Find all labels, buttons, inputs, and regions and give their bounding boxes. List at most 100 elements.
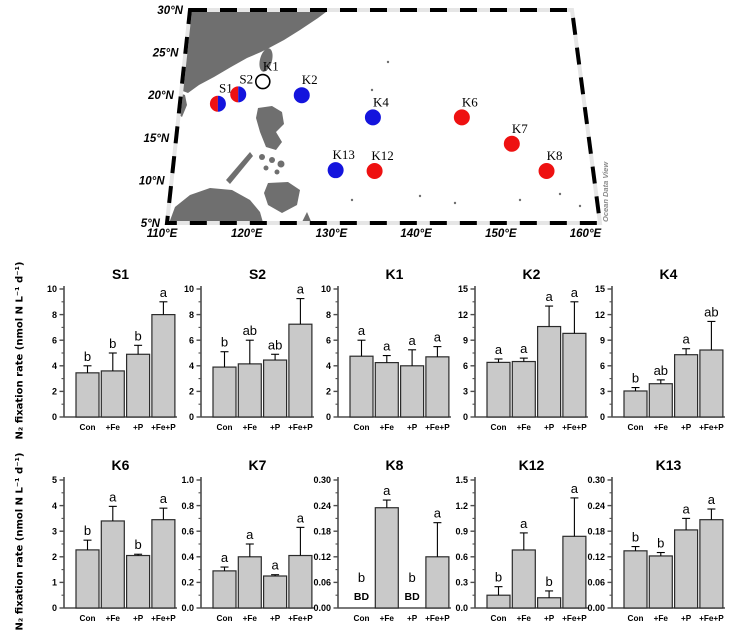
sig-letter: ab [268, 337, 282, 352]
bar-+P [125, 554, 151, 609]
bar-+Fe [511, 549, 536, 609]
x-category-label: Con [354, 614, 370, 623]
bar-+Fe [237, 556, 262, 609]
x-category-label: Con [217, 614, 233, 623]
chart-title: K1 [386, 266, 404, 282]
bar-+P [262, 575, 288, 609]
x-category-label: Con [491, 614, 507, 623]
x-category-label: +P [681, 423, 692, 432]
bar-Con [349, 355, 374, 418]
y-tick-label: 10 [47, 284, 57, 294]
chart-title: K7 [249, 457, 267, 473]
bar-+Fe+P [699, 519, 724, 609]
y-tick-label: 1.2 [455, 501, 468, 511]
sig-letter: a [520, 341, 528, 356]
chart-title: S1 [112, 266, 129, 282]
y-tick-label: 0.8 [181, 501, 194, 511]
chart-title: K8 [386, 457, 404, 473]
sig-letter: a [682, 332, 690, 347]
map-lon-label: 120°E [231, 228, 263, 240]
y-tick-label: 0 [189, 412, 194, 422]
station-dot-S2 [230, 86, 239, 103]
y-tick-label: 0.6 [181, 526, 194, 536]
bar-+Fe [648, 383, 673, 418]
bar-+Fe [374, 507, 399, 609]
map-lon-label: 160°E [570, 228, 602, 240]
chart-svg-S1: S1 0 2 4 6 8 10 b Con b +Fe b +P a +Fe+P [47, 266, 177, 432]
x-category-label: +Fe [106, 614, 121, 623]
sig-letter: b [495, 570, 502, 585]
y-tick-label: 0.4 [181, 552, 194, 562]
x-category-label: Con [354, 423, 370, 432]
y-tick-label: 8 [52, 310, 57, 320]
sig-letter: a [221, 550, 229, 565]
map-lon-label: 130°E [316, 228, 348, 240]
y-tick-label: 0 [52, 412, 57, 422]
chart-svg-K6: K6 0 1 2 3 4 5 b Con a +Fe b +P a +Fe+P [52, 457, 177, 623]
x-category-label: +P [270, 614, 281, 623]
y-tick-label: 0.24 [313, 501, 331, 511]
y-tick-label: 0.0 [181, 603, 194, 613]
sig-letter: a [246, 527, 254, 542]
bar-+Fe [374, 361, 399, 418]
x-category-label: +P [407, 614, 418, 623]
sig-letter: b [358, 570, 365, 585]
y-tick-label: 6 [52, 335, 57, 345]
bar-+Fe+P [699, 349, 724, 418]
chart-svg-K12: K12 0.0 0.3 0.6 0.9 1.2 1.5 b Con a +Fe b +P a +Fe+P [455, 457, 588, 623]
sig-letter: ab [243, 323, 257, 338]
bd-label: BD [405, 591, 421, 603]
y-tick-label: 12 [458, 310, 468, 320]
y-tick-label: 9 [463, 335, 468, 345]
y-tick-label: 0.0 [455, 603, 468, 613]
sig-letter: b [632, 530, 639, 545]
sig-letter: b [134, 328, 141, 343]
bar-Con [623, 550, 648, 609]
land-china [180, 10, 334, 93]
sig-letter: a [271, 558, 279, 573]
station-dot-K12 [366, 163, 383, 180]
map-lat-label: 5°N [141, 218, 161, 230]
station-label-K12: K12 [371, 148, 393, 163]
bar-+Fe [100, 370, 125, 418]
x-category-label: +Fe+P [425, 614, 450, 623]
x-category-label: +Fe+P [699, 614, 724, 623]
y-tick-label: 0.24 [587, 501, 605, 511]
y-tick-label: 0.18 [313, 526, 331, 536]
sig-letter: a [434, 506, 442, 521]
station-label-S2: S2 [239, 71, 253, 86]
y-tick-label: 6 [189, 335, 194, 345]
station-dot-K7 [503, 135, 520, 152]
sig-letter: a [297, 510, 305, 525]
y-tick-label: 0.12 [313, 552, 331, 562]
y-tick-label: 0 [52, 603, 57, 613]
x-category-label: +P [133, 423, 144, 432]
y-tick-label: 0.30 [313, 475, 331, 485]
map-lat-label: 15°N [143, 133, 169, 145]
sig-letter: a [682, 501, 690, 516]
chart-svg-K7: K7 0.0 0.2 0.4 0.6 0.8 1.0 a Con a +Fe a +P a +Fe+P [181, 457, 314, 623]
chart-title: K2 [523, 266, 541, 282]
y-tick-label: 0 [326, 412, 331, 422]
y-tick-label: 4 [326, 361, 331, 371]
chart-K2: K2 0 3 6 9 12 15 a Con a +Fe a +P a +Fe+P [441, 263, 593, 446]
y-tick-label: 0 [600, 412, 605, 422]
chart-K13: K13 0.00 0.06 0.12 0.18 0.24 0.30 b Con b +Fe a +P a +… [578, 454, 730, 633]
bar-+Fe+P [288, 323, 313, 418]
station-label-K8: K8 [547, 148, 563, 163]
sig-letter: b [632, 371, 639, 386]
sig-letter: b [134, 537, 141, 552]
x-category-label: +Fe+P [562, 614, 587, 623]
bar-+Fe [237, 363, 262, 418]
station-label-K7: K7 [512, 121, 528, 136]
map-lat-label: 20°N [147, 90, 174, 102]
x-category-label: +Fe+P [151, 614, 176, 623]
chart-S1: S1 0 2 4 6 8 10 b Con b +Fe b +P a +Fe+P [30, 263, 182, 446]
y-tick-label: 0.06 [587, 578, 605, 588]
sig-letter: b [408, 570, 415, 585]
y-tick-label: 2 [52, 387, 57, 397]
y-tick-label: 9 [600, 335, 605, 345]
x-category-label: +Fe [517, 614, 532, 623]
sig-letter: b [221, 335, 228, 350]
x-category-label: +P [407, 423, 418, 432]
